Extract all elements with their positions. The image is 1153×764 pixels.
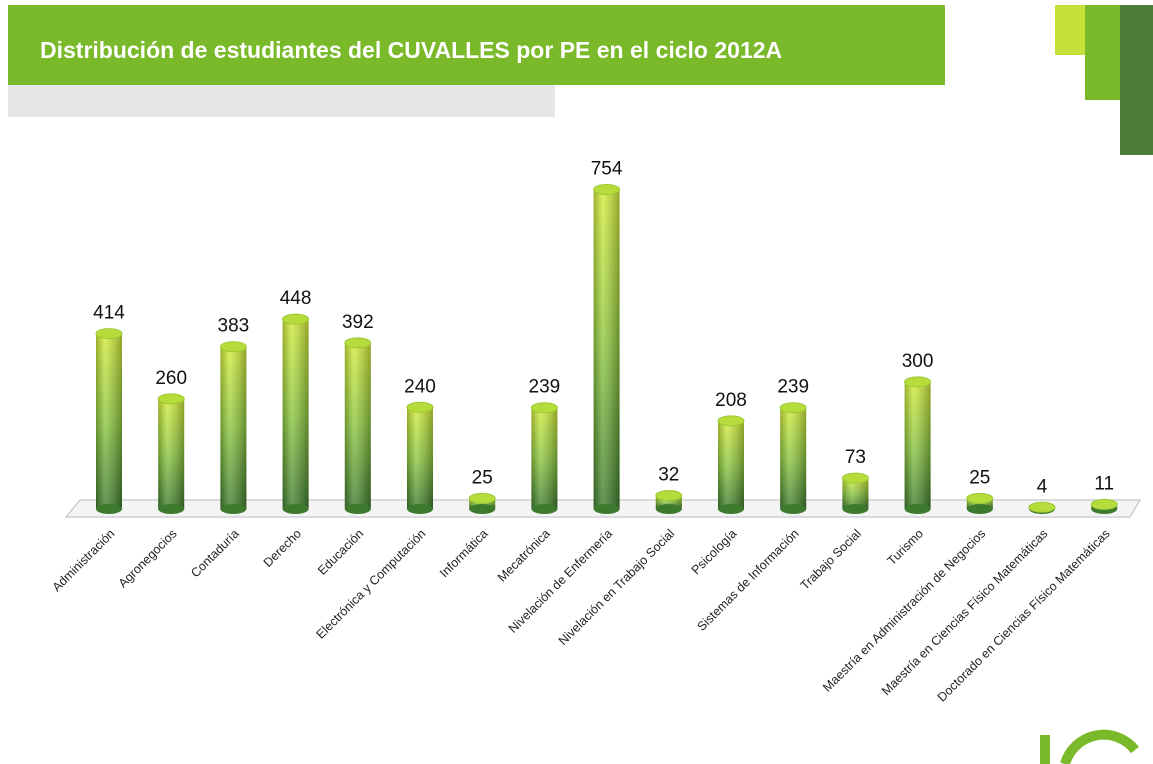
x-tick-label: Nivelación de Enfermería: [506, 527, 615, 636]
x-tick-label: Psicología: [689, 527, 740, 578]
value-label: 260: [155, 368, 187, 389]
x-tick-label: Derecho: [261, 527, 304, 570]
bar-shade: [158, 398, 185, 509]
bar-top: [904, 376, 932, 388]
value-label: 11: [1094, 473, 1114, 494]
bar-top: [655, 489, 683, 501]
bar-shade: [780, 407, 807, 509]
x-tick-label: Turismo: [885, 527, 927, 569]
value-label: 25: [472, 467, 493, 488]
bar-top: [1090, 498, 1118, 510]
value-label: 239: [529, 377, 561, 398]
bar-top: [717, 415, 745, 427]
bar-shade: [593, 189, 620, 509]
bar-top: [530, 402, 558, 414]
bar-base: [780, 504, 807, 514]
bar-top: [468, 492, 496, 504]
bar-base: [407, 504, 433, 514]
value-label: 25: [969, 467, 990, 488]
x-tick-label: Contaduría: [188, 527, 242, 581]
bar-shade: [904, 381, 931, 509]
chart-title: Distribución de estudiantes del CUVALLES…: [40, 37, 782, 63]
bar-base: [842, 504, 869, 514]
value-label: 239: [777, 377, 809, 398]
bar-top: [779, 402, 807, 414]
x-tick-label: Administración: [50, 527, 118, 595]
bar-base: [344, 504, 371, 514]
logo: [1040, 729, 1139, 764]
x-tick-label: Sistemas de Información: [694, 527, 801, 634]
bar-shade: [531, 407, 558, 509]
value-label: 414: [93, 303, 125, 324]
value-label: 208: [715, 390, 747, 411]
bar-top: [282, 313, 310, 325]
x-tick-label: Agronegocios: [116, 527, 180, 591]
bar-top: [344, 337, 372, 349]
bar-shade: [718, 420, 744, 509]
x-tick-label: Nivelación en Trabajo Social: [556, 527, 677, 648]
bar-base: [531, 504, 558, 514]
x-tick-label: Electrónica y Computación: [313, 527, 428, 642]
bar-base: [966, 504, 993, 514]
bar-shade: [407, 407, 433, 509]
subtitle-band: [8, 85, 555, 117]
bar-base: [220, 504, 247, 514]
bar-top: [841, 472, 869, 484]
bar-base: [655, 504, 682, 514]
bar-base: [593, 504, 620, 514]
bar-base: [904, 504, 931, 514]
bar-top: [219, 341, 247, 353]
value-label: 240: [404, 376, 436, 397]
title-banner: [8, 5, 945, 85]
bar-base: [718, 504, 744, 514]
bar-shade: [282, 319, 309, 509]
bar-top: [157, 393, 185, 405]
bar-top: [95, 328, 123, 340]
x-tick-label: Informática: [437, 527, 491, 581]
bar-top: [966, 492, 994, 504]
deco-square: [1055, 5, 1085, 55]
value-label: 4: [1037, 476, 1048, 497]
bar-base: [158, 504, 185, 514]
bar-top: [1028, 501, 1056, 513]
x-tick-label: Educación: [315, 527, 366, 578]
bar-shade: [344, 342, 371, 509]
bar-base: [282, 504, 309, 514]
value-label: 300: [902, 351, 934, 372]
bar-top: [406, 401, 434, 413]
value-label: 73: [845, 447, 866, 468]
deco-square: [1085, 5, 1120, 100]
value-label: 32: [658, 464, 679, 485]
bar-top: [593, 183, 621, 195]
deco-square: [1120, 5, 1153, 155]
bar-shade: [220, 346, 247, 509]
value-label: 754: [591, 159, 623, 180]
x-tick-label: Mecatrónica: [495, 527, 553, 585]
bar-shade: [96, 333, 122, 509]
value-label: 383: [218, 316, 250, 337]
bar-base: [469, 504, 496, 514]
x-tick-label: Trabajo Social: [798, 527, 864, 593]
value-label: 392: [342, 312, 374, 333]
value-label: 448: [280, 288, 312, 309]
bar-base: [96, 504, 122, 514]
